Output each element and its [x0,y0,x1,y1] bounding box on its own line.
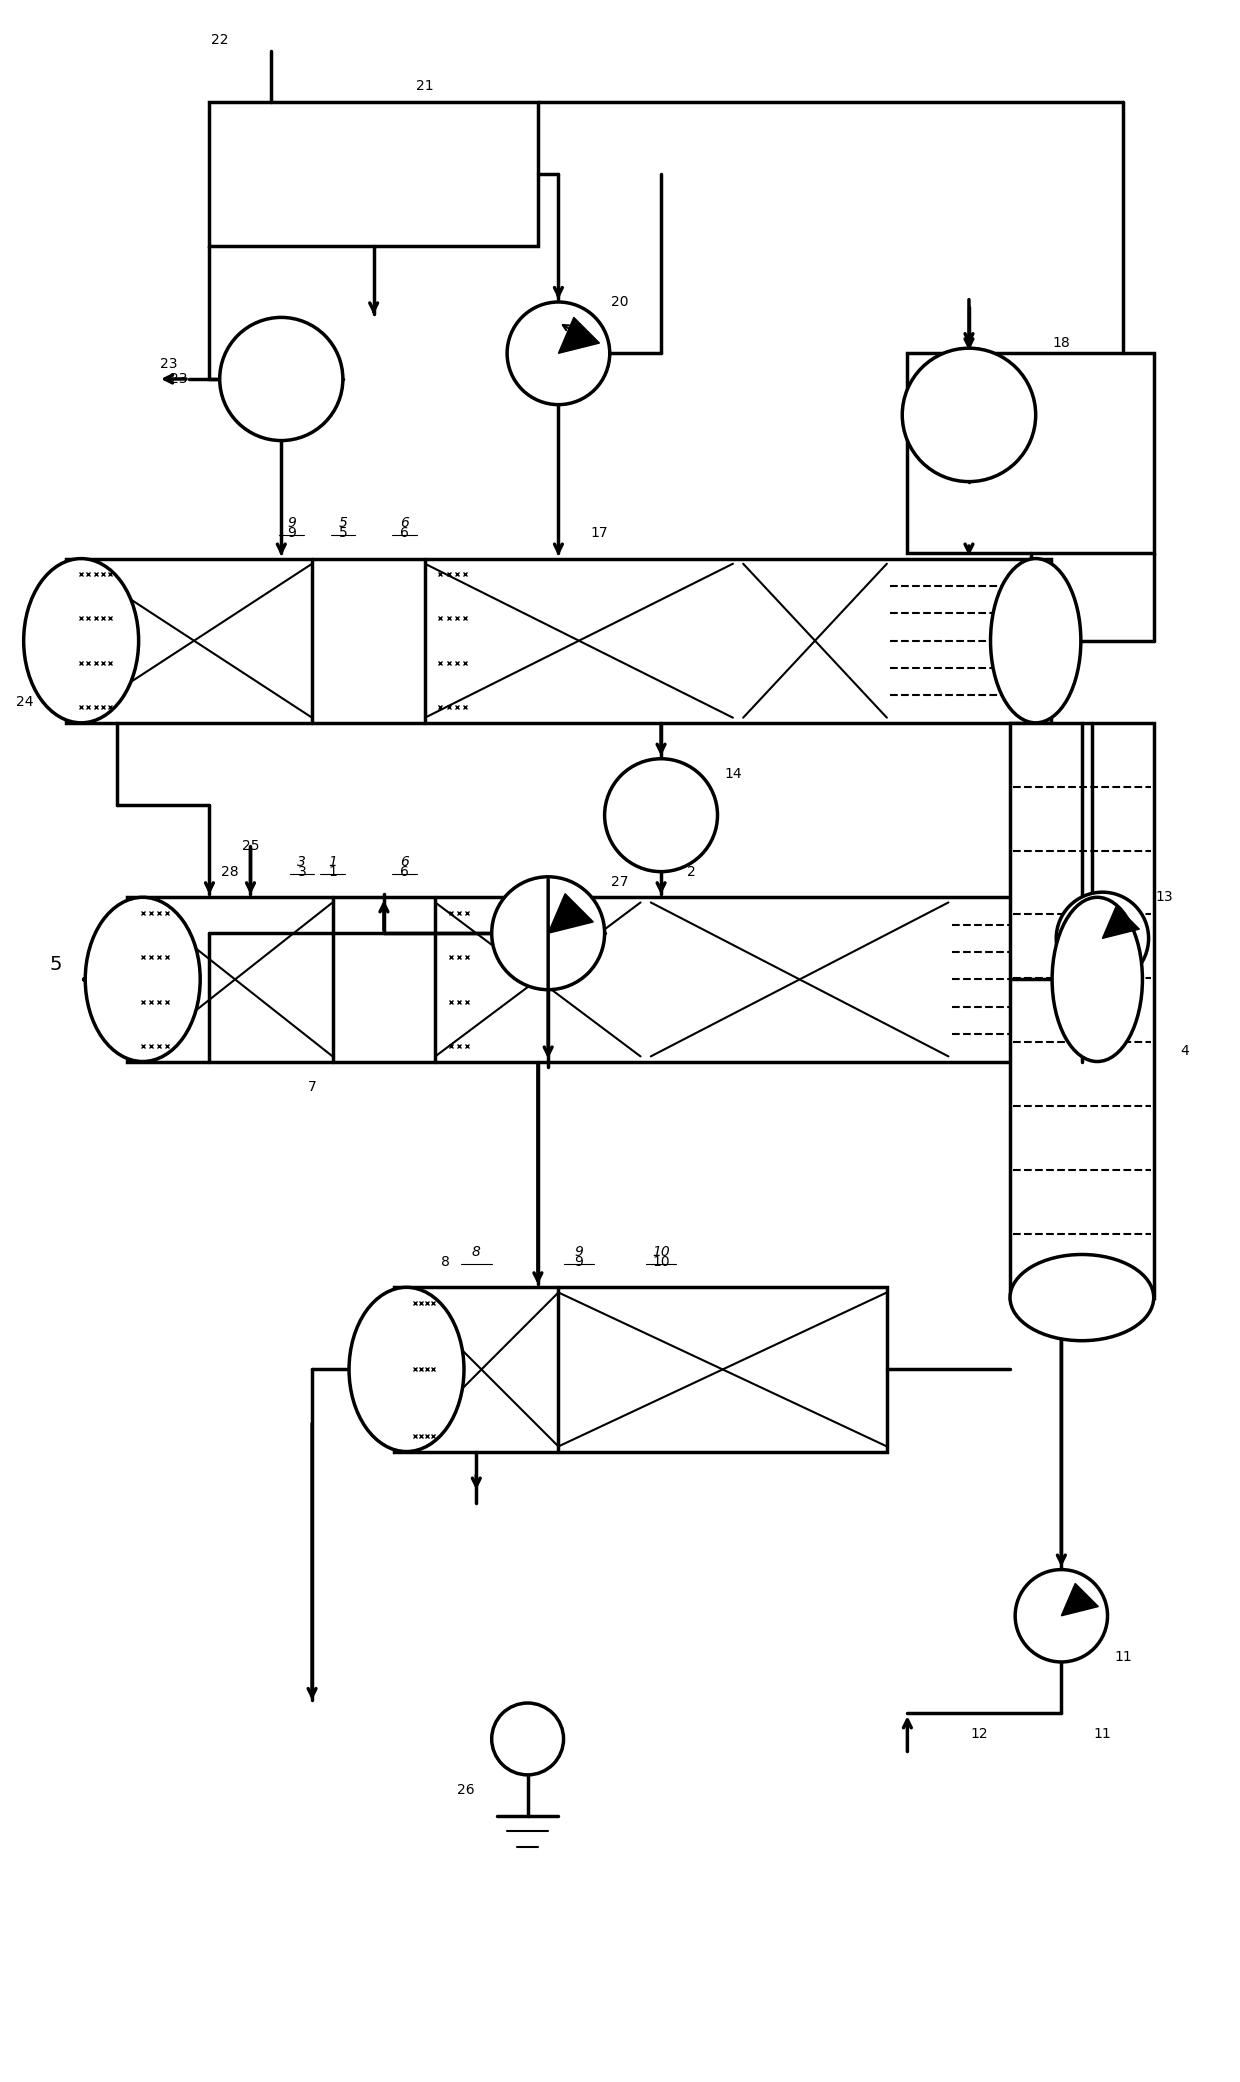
Bar [1011,722,1153,1297]
Text: 11: 11 [1114,1649,1132,1664]
Circle shape [1016,1570,1107,1661]
Ellipse shape [348,1287,464,1451]
Text: 1: 1 [329,854,337,868]
Text: 3: 3 [298,864,306,879]
Bar [394,1287,887,1451]
Text: 27: 27 [611,874,629,889]
Text: 6: 6 [401,516,409,529]
Text: 7: 7 [308,1081,316,1095]
Text: 25: 25 [242,839,259,854]
Text: 24: 24 [16,695,33,710]
Text: 10: 10 [652,1245,670,1260]
Bar [128,897,1112,1062]
Text: 5: 5 [339,527,347,539]
Ellipse shape [24,558,139,722]
Text: 23: 23 [160,356,177,371]
Text: 6: 6 [401,864,409,879]
Text: 26: 26 [458,1784,475,1797]
Circle shape [903,348,1035,481]
Text: 12: 12 [971,1726,988,1741]
Text: 28: 28 [221,864,239,879]
Text: 13: 13 [1156,891,1173,904]
Bar [908,354,1153,554]
Text: 6: 6 [401,527,409,539]
Text: 4: 4 [1180,1045,1189,1058]
Text: 23: 23 [170,373,187,385]
Text: 9: 9 [288,516,296,529]
Circle shape [1056,893,1148,985]
Text: 3: 3 [298,854,306,868]
Text: 8: 8 [472,1245,481,1260]
Circle shape [492,877,605,989]
Text: 5: 5 [50,954,62,974]
Text: 22: 22 [211,33,228,48]
Circle shape [219,316,343,441]
Text: 5: 5 [339,516,347,529]
Text: 6: 6 [401,854,409,868]
Text: 10: 10 [652,1255,670,1268]
Ellipse shape [1011,1255,1153,1341]
Text: 11: 11 [1094,1726,1111,1741]
Polygon shape [558,316,599,354]
Polygon shape [1102,906,1140,939]
Circle shape [507,302,610,404]
Text: 1: 1 [329,864,337,879]
Text: 8: 8 [441,1255,450,1268]
Ellipse shape [991,558,1081,722]
Bar [210,102,538,246]
Text: 9: 9 [574,1255,583,1268]
Polygon shape [1061,1584,1099,1616]
Polygon shape [548,893,593,933]
Circle shape [492,1703,563,1774]
Text: 9: 9 [574,1245,583,1260]
Text: 21: 21 [417,79,434,94]
Text: 2: 2 [687,864,696,879]
Text: 9: 9 [288,527,296,539]
Text: 20: 20 [611,296,629,308]
Text: 18: 18 [1053,335,1070,350]
Ellipse shape [86,897,200,1062]
Text: 14: 14 [724,766,742,781]
Bar [66,558,1052,722]
Circle shape [605,758,718,872]
Text: 17: 17 [590,527,609,539]
Ellipse shape [1052,897,1142,1062]
